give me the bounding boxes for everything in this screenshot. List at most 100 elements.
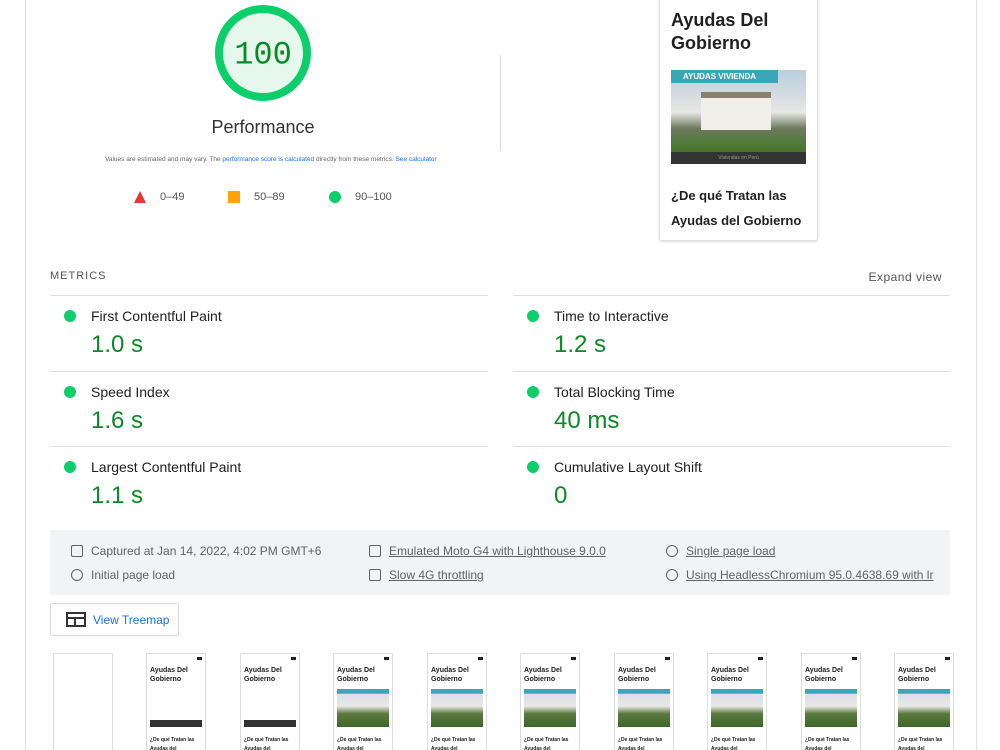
frame-image [337,689,389,727]
frame-heading: ¿De qué Tratan las Ayudas del Gobierno [711,737,756,750]
frame-title: Ayudas Del Gobierno [898,667,936,683]
calculator-link[interactable]: See calculator [395,156,437,163]
frame-heading: ¿De qué Tratan las Ayudas del Gobierno [431,737,476,750]
frame-heading: ¿De qué Tratan las Ayudas del Gobierno [618,737,663,750]
env-icon [369,569,381,581]
metric-name: Speed Index [91,383,170,400]
expand-view[interactable]: Expand view [868,270,942,284]
metric-name: Cumulative Layout Shift [554,459,702,475]
frame-bar [150,720,202,727]
env-item: Initial page load [91,568,176,582]
filmstrip-frame: Ayudas Del Gobierno ¿De qué Tratan las Ay… [520,653,580,750]
frame-menu [478,657,483,660]
metric-separator [513,446,950,447]
frame-bar [244,720,296,727]
env-icon [71,545,83,557]
filmstrip-frame: Ayudas Del Gobierno ¿De qué Tratan las Ay… [333,653,393,750]
frame-heading: ¿De qué Tratan las Ayudas del Gobierno [150,737,195,750]
env-item[interactable]: Slow 4G throttling [389,568,484,582]
metric-separator [50,295,488,296]
filmstrip-frame: Ayudas Del Gobierno ¿De qué Tratan las Ay… [240,653,300,750]
category-title: Performance [211,117,315,137]
env-item[interactable]: Emulated Moto G4 with Lighthouse 9.0.0 [389,544,606,558]
metric-value: 1.0 s [91,331,144,358]
env-icon [369,545,381,557]
env-item: Captured at Jan 14, 2022, 4:02 PM GMT+6 [91,544,322,558]
pass-icon [64,461,76,473]
metric-name: Largest Contentful Paint [91,459,242,475]
env-icon [71,569,83,581]
treemap-button[interactable]: View Treemap [50,603,179,636]
frame-title: Ayudas Del Gobierno [244,667,282,683]
runtime-settings [50,530,950,595]
filmstrip-frame: Ayudas Del Gobierno ¿De qué Tratan las Ay… [427,653,487,750]
final-screenshot: Ayudas Del Gobierno AYUDAS VIVIENDA Vivi… [659,0,818,241]
metric-name: First Contentful Paint [91,308,222,324]
frame-menu [852,657,857,660]
frame-heading: ¿De qué Tratan las Ayudas del Gobierno [524,737,569,750]
frame-title: Ayudas Del Gobierno [805,667,843,683]
metric-value: 1.1 s [91,482,144,509]
caption: Viviendas en Perú [671,152,806,164]
score-gauge: 100 [215,5,311,101]
page-heading: ¿De qué Tratan las Ayudas del Gobierno [671,188,802,228]
frame-menu [758,657,763,660]
metric-separator [50,370,488,372]
frame-heading: ¿De qué Tratan las Ayudas del Gobierno [898,737,943,750]
frame-menu [665,657,670,660]
env-icon [666,545,678,557]
frame-title: Ayudas Del Gobierno [524,667,562,683]
page-title: Ayudas Del Gobierno [671,10,769,53]
note-link[interactable]: performance score is calculated [222,156,315,163]
frame-image [711,689,763,727]
frame-menu [291,657,296,660]
metric-value: 40 ms [554,406,620,434]
pass-icon [527,461,539,473]
metric-separator [50,446,488,447]
treemap-icon [66,612,86,627]
filmstrip-frame [53,653,113,750]
house [701,92,771,130]
hero-image: AYUDAS VIVIENDA Viviendas en Perú [671,70,806,164]
frame-menu [945,657,950,660]
env-item[interactable]: Using HeadlessChromium 95.0.4638.69 with… [686,568,934,582]
treemap-label[interactable]: View Treemap [93,613,170,627]
frame-heading: ¿De qué Tratan las Ayudas del Gobierno [244,737,289,750]
metric-separator [513,370,950,372]
gauge-arc [215,5,311,101]
frame-image [898,689,950,727]
pass-icon [329,191,341,203]
metrics-title: METRICS [50,270,107,282]
fail-icon [134,191,146,203]
filmstrip-frame: Ayudas Del Gobierno ¿De qué Tratan las Ay… [614,653,674,750]
metric-separator [513,295,950,296]
metric-name: Time to Interactive [554,308,669,324]
frame-title: Ayudas Del Gobierno [337,667,375,683]
average-icon [228,191,240,203]
legend-label: 0–49 [160,191,185,203]
score-note: Values are estimated and may vary. The p… [105,156,437,163]
metric-name: Total Blocking Time [554,383,675,400]
frame-menu [197,657,202,660]
env-item[interactable]: Single page load [686,544,776,558]
pass-icon [64,310,76,322]
filmstrip-frame: Ayudas Del Gobierno ¿De qué Tratan las Ay… [146,653,206,750]
note-text: Values are estimated and may vary. The [105,156,223,163]
frame-heading: ¿De qué Tratan las Ayudas del Gobierno [337,737,382,750]
gauge-bg [219,9,307,97]
filmstrip-frame: Ayudas Del Gobierno ¿De qué Tratan las Ay… [707,653,767,750]
metric-value: 0 [554,482,568,509]
frame-title: Ayudas Del Gobierno [431,667,469,683]
score-value: 100 [234,36,292,73]
pass-icon [527,385,539,398]
divider [500,55,501,151]
metric-value: 1.6 s [91,406,144,434]
frame-title: Ayudas Del Gobierno [150,667,188,683]
pass-icon [64,385,76,398]
legend-label: 50–89 [254,191,285,203]
note-text: directly from these metrics. [314,156,396,163]
frame-image [805,689,857,727]
frame-menu [384,657,389,660]
frame-image [431,689,483,727]
